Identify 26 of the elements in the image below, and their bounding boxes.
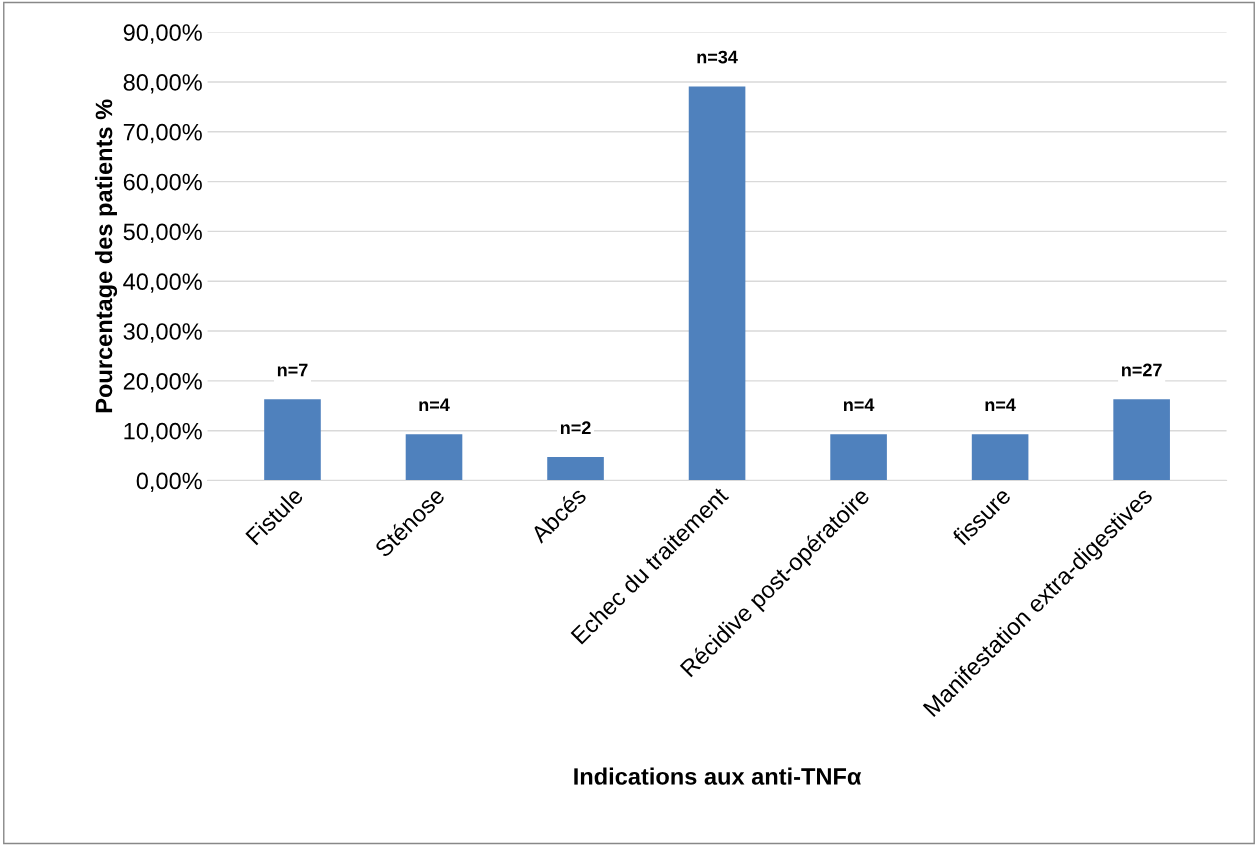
x-axis-title: Indications aux anti-TNFα (574, 767, 862, 785)
y-tick-label: 90,00% (123, 24, 202, 44)
y-tick-label: 50,00% (123, 223, 202, 243)
annotation: n=4 (419, 398, 450, 411)
y-tick-label: 60,00% (123, 173, 202, 194)
y-tick-label: 20,00% (123, 372, 202, 393)
bar (405, 434, 463, 481)
bar (1113, 399, 1170, 481)
bar (547, 457, 604, 481)
bar (830, 434, 887, 481)
bar (688, 86, 746, 481)
annotation: n=34 (697, 50, 738, 64)
y-tick-label: 10,00% (124, 422, 202, 443)
bar (971, 434, 1029, 481)
bar (264, 399, 321, 481)
y-tick-label: 0,00% (136, 472, 202, 493)
annotation: n=4 (843, 398, 875, 411)
annotation: n=4 (985, 398, 1016, 411)
y-tick-label: 30,00% (123, 323, 202, 343)
y-tick-label: 70,00% (123, 123, 202, 144)
annotation: n=7 (277, 363, 308, 377)
y-axis-title: Pourcentage des patients % (94, 99, 118, 413)
annotation: n=27 (1122, 363, 1162, 377)
annotation: n=2 (560, 421, 591, 434)
y-tick-label: 80,00% (123, 74, 202, 94)
y-tick-label: 40,00% (123, 273, 202, 293)
